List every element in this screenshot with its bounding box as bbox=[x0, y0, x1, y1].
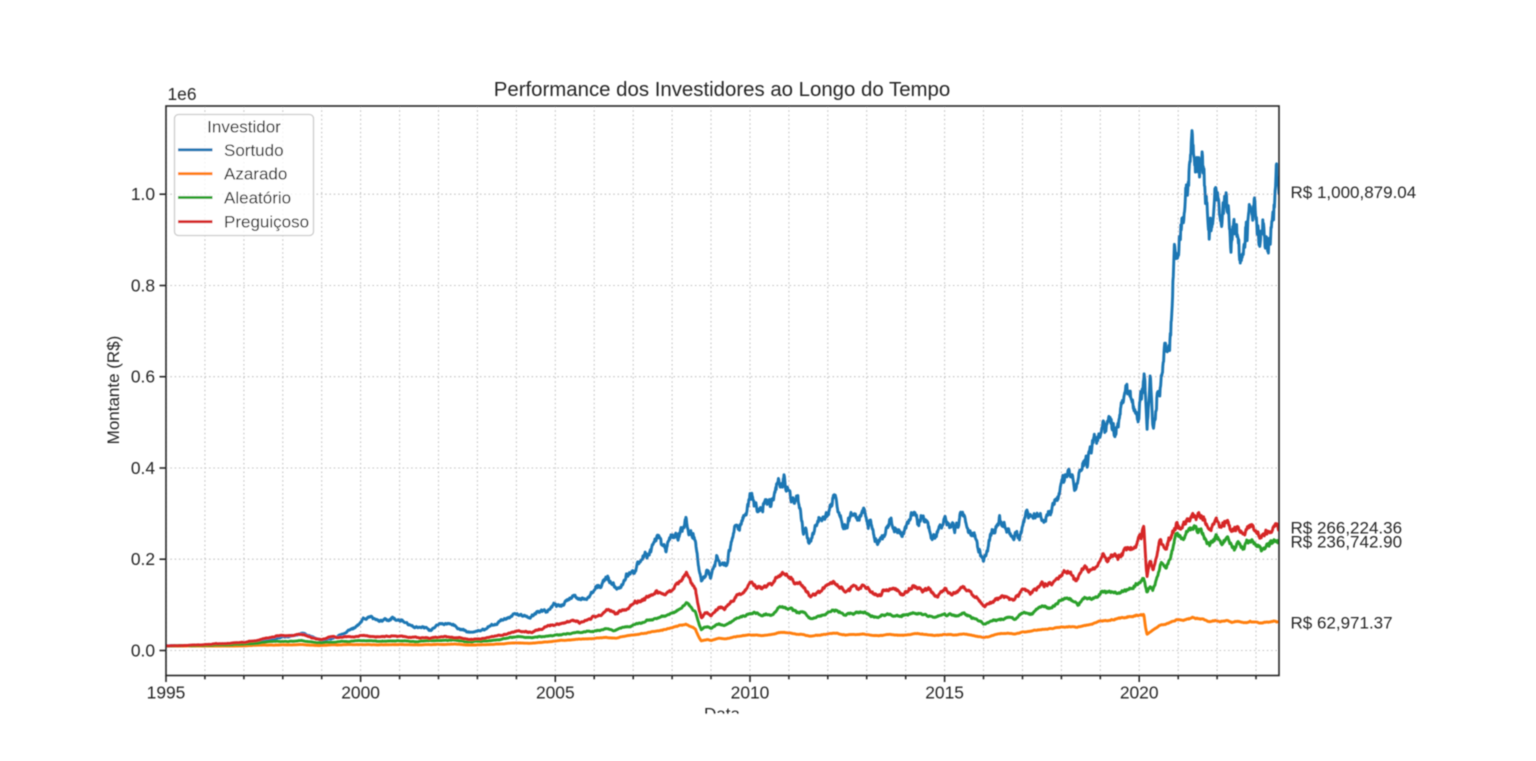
svg-text:R$ 236,742.90: R$ 236,742.90 bbox=[1291, 532, 1403, 551]
svg-text:Sortudo: Sortudo bbox=[224, 141, 284, 160]
svg-text:Investidor: Investidor bbox=[207, 118, 281, 137]
svg-text:Preguiçoso: Preguiçoso bbox=[224, 213, 309, 232]
svg-text:2020: 2020 bbox=[1120, 683, 1159, 703]
svg-text:0.6: 0.6 bbox=[131, 367, 155, 387]
svg-text:Performance dos Investidores a: Performance dos Investidores ao Longo do… bbox=[494, 79, 950, 101]
svg-text:2015: 2015 bbox=[925, 683, 964, 703]
svg-text:R$ 266,224.36: R$ 266,224.36 bbox=[1291, 519, 1403, 538]
svg-text:R$ 1,000,879.04: R$ 1,000,879.04 bbox=[1291, 183, 1417, 202]
svg-text:0.8: 0.8 bbox=[131, 276, 155, 296]
svg-text:0.2: 0.2 bbox=[131, 549, 155, 569]
svg-text:1.0: 1.0 bbox=[131, 184, 155, 204]
svg-text:2010: 2010 bbox=[731, 683, 770, 703]
svg-text:2005: 2005 bbox=[536, 683, 575, 703]
svg-text:2000: 2000 bbox=[341, 683, 380, 703]
svg-text:Montante (R$): Montante (R$) bbox=[104, 336, 123, 445]
svg-text:1995: 1995 bbox=[147, 683, 186, 703]
svg-text:Aleatório: Aleatório bbox=[224, 189, 291, 208]
svg-text:Azarado: Azarado bbox=[224, 165, 287, 184]
svg-text:R$ 62,971.37: R$ 62,971.37 bbox=[1291, 613, 1393, 632]
svg-text:0.4: 0.4 bbox=[131, 458, 156, 478]
svg-text:1e6: 1e6 bbox=[168, 84, 197, 104]
svg-text:0.0: 0.0 bbox=[131, 641, 155, 661]
